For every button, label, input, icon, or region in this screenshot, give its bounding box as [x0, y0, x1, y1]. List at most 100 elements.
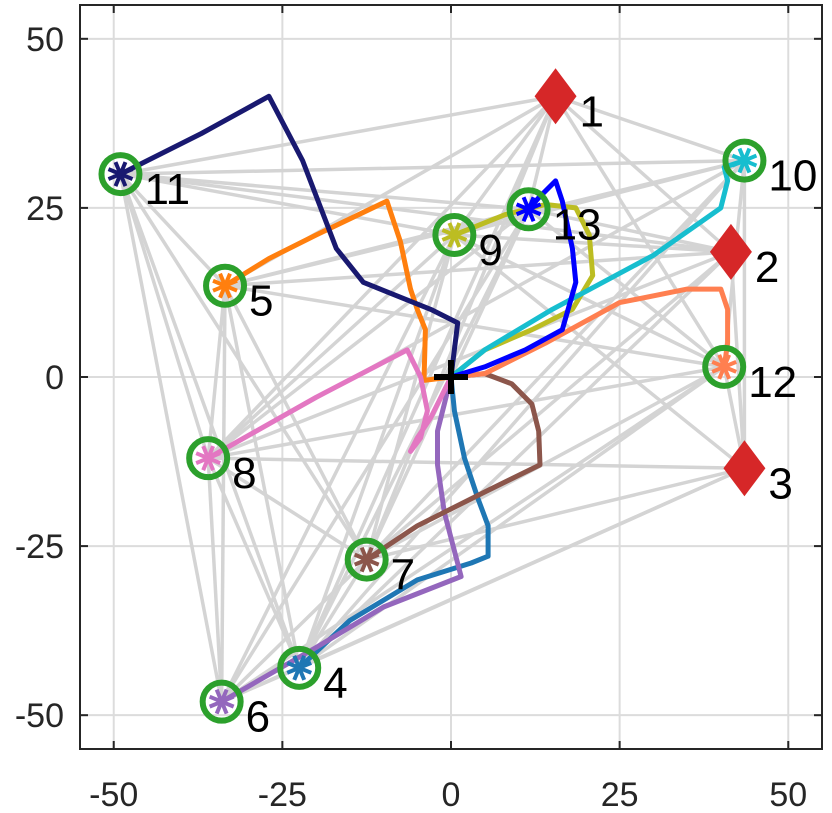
agent-ring-12	[702, 344, 747, 389]
asterisk-stroke	[441, 228, 468, 242]
trajectory-12	[448, 286, 731, 380]
agent-label-4: 4	[323, 659, 347, 708]
asterisk-stroke	[711, 360, 737, 374]
y-tick-label: 25	[26, 190, 64, 228]
y-tick-label: -50	[15, 697, 64, 735]
graph-edge	[453, 233, 746, 470]
graph-edge	[120, 158, 745, 176]
y-tick-label: -25	[15, 528, 64, 566]
graph-edge	[208, 456, 745, 471]
target-label-1: 1	[580, 87, 604, 136]
agent-label-10: 10	[768, 152, 817, 201]
agent-asterisk-5	[212, 272, 238, 299]
target-label-2: 2	[755, 243, 779, 292]
agent-asterisk-7	[353, 546, 380, 573]
agent-asterisk-4	[286, 655, 313, 681]
trajectory-11	[118, 93, 461, 380]
nodes	[98, 68, 767, 724]
agent-asterisk-11	[107, 161, 134, 187]
agent-label-13: 13	[553, 200, 602, 249]
asterisk-stroke	[353, 552, 380, 567]
graph-edge	[554, 94, 733, 254]
asterisk-stroke	[107, 167, 134, 181]
agent-ring-8	[186, 436, 231, 481]
graph-edge	[118, 173, 210, 459]
graph-edge	[554, 94, 745, 163]
agent-asterisk-13	[515, 196, 542, 223]
y-tick-label: 50	[26, 21, 64, 59]
graph-edge	[206, 285, 227, 459]
graph-edge	[118, 173, 224, 702]
graph-edge	[206, 458, 224, 702]
agent-ring-4	[277, 645, 322, 690]
graph-edge	[223, 285, 301, 669]
graph-edge	[298, 250, 733, 670]
graph-edge	[223, 284, 369, 561]
graph-edge	[528, 207, 732, 254]
x-tick-label: 25	[601, 776, 639, 813]
graph-edge	[207, 207, 530, 460]
graph-edge	[365, 365, 726, 562]
graph-edge	[220, 234, 456, 703]
trajectory-5	[222, 198, 454, 383]
agent-ring-11	[98, 152, 143, 197]
graph-edge	[527, 207, 726, 369]
graph-edge	[366, 466, 745, 562]
agent-ring-5	[203, 263, 248, 308]
graph-edge	[206, 233, 456, 460]
asterisk-stroke	[731, 153, 758, 168]
target-label-3: 3	[768, 459, 792, 508]
agent-ring-6	[199, 679, 244, 724]
x-tick-label: -50	[89, 776, 138, 813]
trajectory-7	[364, 371, 543, 563]
graph-edge	[365, 159, 746, 561]
graph-edge	[120, 172, 529, 212]
agent-asterisk-9	[441, 222, 468, 248]
graph-edge	[298, 466, 746, 670]
agent-asterisk-6	[208, 688, 235, 715]
graph-edge	[206, 95, 557, 460]
agent-label-7: 7	[391, 551, 415, 600]
agent-ring-13	[506, 187, 551, 232]
x-tick-label: 0	[442, 776, 461, 813]
trajectory-8	[205, 347, 454, 461]
graph-edge	[453, 158, 745, 237]
asterisk-stroke	[195, 451, 221, 465]
trajectories	[118, 93, 747, 705]
trajectory-13	[448, 178, 579, 380]
agent-asterisk-10	[731, 147, 758, 174]
agent-label-11: 11	[144, 165, 190, 214]
graph-edge	[119, 172, 227, 287]
graph-edge	[220, 208, 531, 703]
agent-asterisk-8	[195, 445, 221, 471]
target-diamond-3	[723, 440, 766, 497]
graph-edge	[118, 173, 301, 669]
agent-label-12: 12	[748, 358, 797, 407]
agent-label-9: 9	[478, 226, 502, 275]
agent-ring-9	[432, 212, 477, 257]
agent-label-5: 5	[249, 277, 273, 326]
graph-edge	[207, 365, 725, 460]
asterisk-stroke	[286, 661, 313, 675]
graph-edge	[365, 95, 558, 561]
y-tick-label: 0	[45, 359, 64, 397]
graph-edge	[120, 172, 732, 254]
asterisk-stroke	[208, 694, 235, 709]
agent-ring-10	[722, 138, 767, 183]
agent-label-8: 8	[232, 449, 256, 498]
agent-asterisk-12	[711, 354, 737, 380]
x-tick-label: 50	[769, 776, 807, 813]
trajectory-4	[296, 374, 491, 671]
asterisk-stroke	[212, 278, 238, 293]
x-tick-label: -25	[258, 776, 307, 813]
graph-edge	[120, 94, 556, 176]
graph-edge	[365, 250, 733, 561]
graph-edge	[224, 207, 530, 288]
graph-edge	[206, 457, 301, 669]
target-diamond-1	[534, 68, 577, 125]
agent-label-6: 6	[246, 693, 270, 742]
origin-plus-marker	[434, 360, 468, 394]
